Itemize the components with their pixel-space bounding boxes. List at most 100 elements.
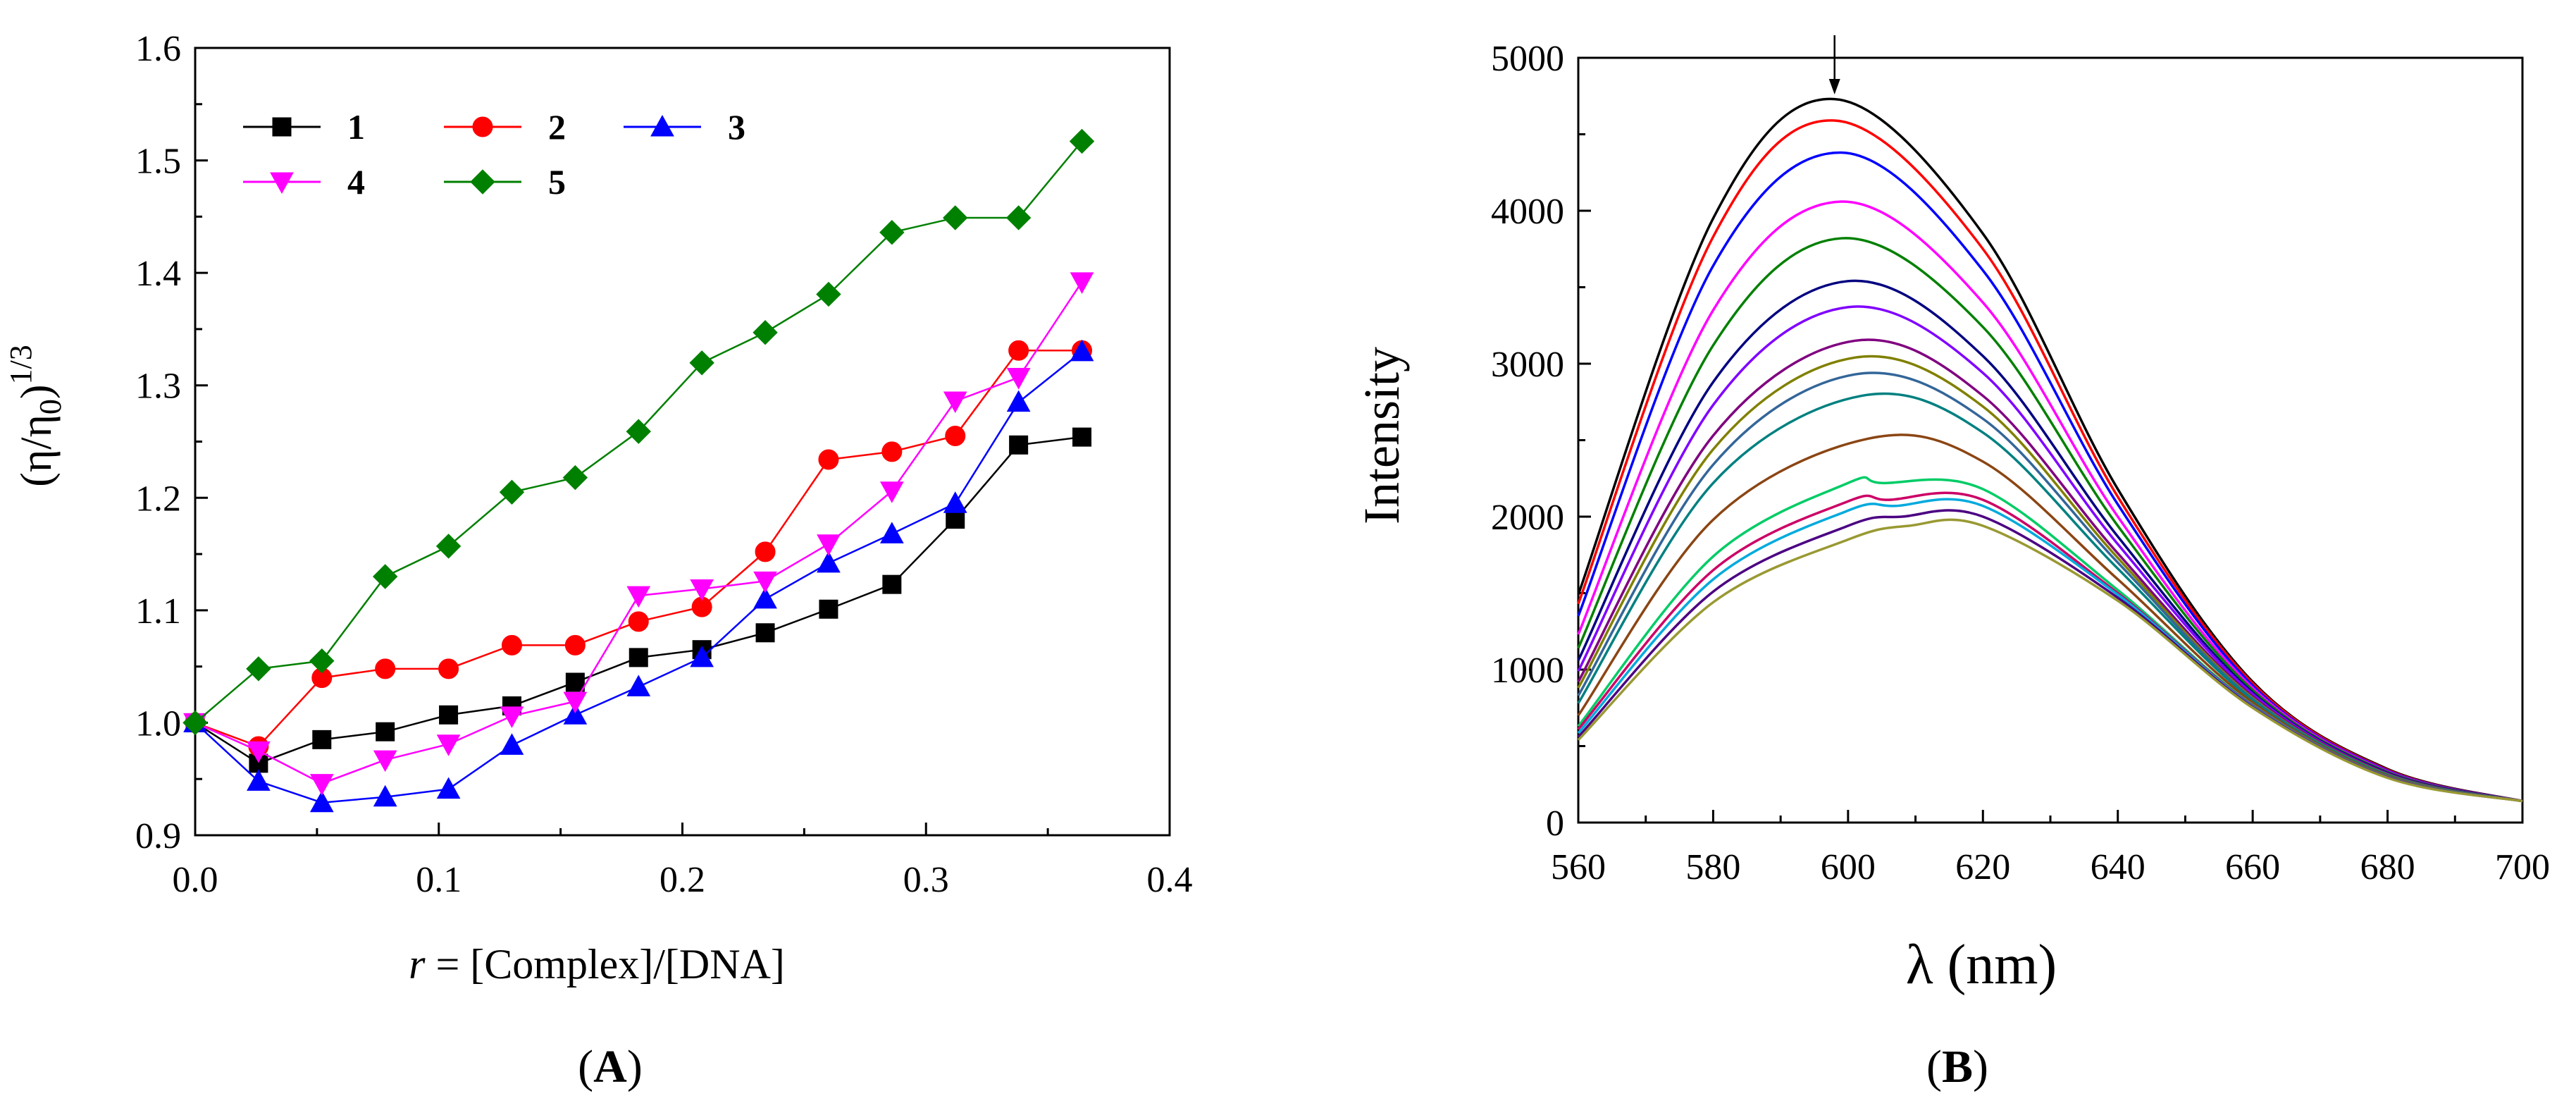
x-tick-label: 640 <box>2091 847 2145 887</box>
spectrum-curve <box>1577 491 2523 803</box>
data-point <box>626 419 651 444</box>
x-tick-label: 0.4 <box>1147 860 1193 900</box>
data-point <box>1006 390 1031 412</box>
data-point <box>565 672 585 692</box>
x-tick-label: 700 <box>2495 847 2550 887</box>
legend-entry: 4 <box>243 162 365 202</box>
x-tick-label: 580 <box>1685 847 1740 887</box>
data-point <box>182 710 208 736</box>
x-tick-label: 0.1 <box>416 860 462 900</box>
data-point <box>372 564 398 589</box>
y-tick-label: 0 <box>1546 804 1564 844</box>
legend-marker <box>270 172 294 195</box>
data-point <box>563 703 588 725</box>
legend-marker <box>272 117 292 137</box>
panel-a-y-axis-label: (η/η0)1/3 <box>4 345 68 487</box>
data-point <box>499 479 525 505</box>
legend-label: 1 <box>347 107 365 147</box>
legend-label: 5 <box>548 162 566 202</box>
legend-label: 4 <box>347 162 365 202</box>
spectrum-curve <box>1577 237 2523 803</box>
y-label-sup: 1/3 <box>4 345 38 384</box>
legend-entry: 1 <box>243 107 365 147</box>
data-point <box>500 706 524 728</box>
data-point <box>312 730 332 749</box>
x-label-rest: = [Complex]/[DNA] <box>425 941 784 987</box>
legend-marker <box>472 116 493 137</box>
data-point <box>562 464 588 491</box>
data-point <box>1069 128 1095 154</box>
x-label-r: r <box>409 941 426 987</box>
x-tick-label: 680 <box>2360 847 2415 887</box>
data-point <box>816 281 841 307</box>
spectrum-curve <box>1577 200 2523 803</box>
data-point <box>373 784 397 807</box>
series-4 <box>183 272 1094 796</box>
data-point <box>817 550 841 573</box>
data-point <box>563 691 588 714</box>
legend-entry: 2 <box>444 107 566 147</box>
spectrum-curve <box>1577 498 2523 803</box>
spectrum-curve <box>1577 509 2523 803</box>
panel-b-x-axis-label: λ (nm) <box>1906 934 2057 996</box>
data-point <box>945 426 966 447</box>
series-line <box>194 281 1083 784</box>
data-point <box>626 675 651 696</box>
data-point <box>689 350 714 376</box>
data-point <box>309 774 334 796</box>
x-tick-label: 0.2 <box>660 860 705 900</box>
x-tick-label: 0.0 <box>173 860 218 900</box>
data-point <box>755 541 776 562</box>
panel-b-label: (B) <box>1926 1041 1988 1093</box>
data-point <box>755 623 775 643</box>
data-point <box>1008 340 1029 361</box>
data-point <box>879 219 905 245</box>
data-point <box>436 777 461 799</box>
legend-entry: 3 <box>624 107 745 147</box>
legend-label: 2 <box>548 107 566 147</box>
x-tick-label: 0.3 <box>903 860 949 900</box>
data-point <box>247 741 271 763</box>
y-tick-label: 5000 <box>1491 39 1564 79</box>
y-tick-label: 0.9 <box>135 816 181 856</box>
x-tick-label: 560 <box>1551 847 1606 887</box>
data-point <box>753 320 778 345</box>
y-tick-label: 1.3 <box>135 367 181 407</box>
data-point <box>438 658 459 679</box>
spectrum-curve <box>1577 476 2523 803</box>
data-point <box>435 534 462 559</box>
y-tick-label: 1.4 <box>135 254 181 294</box>
panel-b-chart: 560 580 600 620 640 660 680 700 0 1000 2000 3000 400… <box>1354 35 2550 1093</box>
panel-a-x-axis-label: r = [Complex]/[DNA] <box>409 941 785 987</box>
arrow-head <box>1828 79 1840 94</box>
spectrum-curve <box>1577 518 2523 803</box>
data-point <box>943 391 967 414</box>
data-point <box>628 611 649 632</box>
panel-a-axis-ticks: 0.0 0.1 0.2 0.3 0.4 0.9 1.0 1.1 1.2 1.3 1.4 1.5 1.6 <box>135 29 1193 900</box>
data-point <box>753 586 777 609</box>
legend-marker <box>650 114 674 137</box>
y-label-main: (η/η <box>13 414 61 487</box>
data-point <box>628 648 648 667</box>
data-point <box>1070 339 1094 362</box>
data-point <box>881 441 903 462</box>
data-point <box>819 599 838 619</box>
y-tick-label: 1.2 <box>135 479 181 519</box>
legend-marker <box>470 169 495 195</box>
data-point <box>436 734 461 756</box>
panel-b-y-axis-label: Intensity <box>1354 347 1410 524</box>
data-point <box>375 658 396 679</box>
data-point <box>1005 205 1032 230</box>
data-point <box>690 579 714 601</box>
y-tick-label: 1.0 <box>135 703 181 744</box>
data-point <box>309 648 335 674</box>
data-point <box>376 722 395 741</box>
data-point <box>309 790 334 813</box>
panel-a-legend: 1 2 3 4 5 <box>243 107 745 202</box>
y-label-close: ) <box>13 384 61 399</box>
panel-b-axis-ticks: 560 580 600 620 640 660 680 700 0 1000 2000 3000 400… <box>1491 39 2550 887</box>
x-tick-label: 620 <box>1955 847 2010 887</box>
data-point <box>1006 368 1031 390</box>
data-point <box>564 634 586 656</box>
series-1 <box>185 427 1092 773</box>
